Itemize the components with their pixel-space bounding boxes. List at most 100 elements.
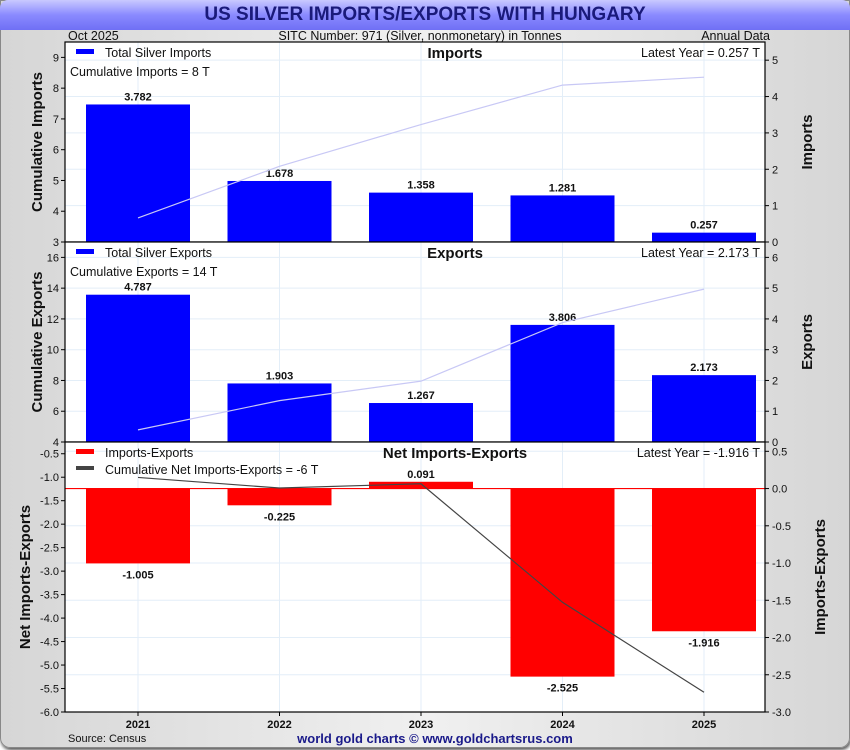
exports-right-tick-label: 1: [772, 406, 778, 418]
imports-left-tick-label: 4: [53, 206, 59, 218]
imports-latest-year-label: Latest Year = 0.257 T: [641, 46, 760, 60]
exports-left-tick-label: 4: [53, 437, 59, 449]
net-bar-2021: [86, 488, 190, 564]
net-left-tick-label: -2.5: [40, 543, 59, 555]
x-tick-label-2024: 2024: [550, 719, 575, 731]
exports-right-tick-label: 5: [772, 283, 778, 295]
imports-left-tick-label: 7: [53, 114, 59, 126]
net-legend-swatch-cumulative: [76, 466, 94, 470]
net-left-tick-label: -5.0: [40, 660, 59, 672]
exports-value-label-2025: 2.173: [690, 362, 718, 374]
net-legend-label: Imports-Exports: [105, 446, 193, 460]
imports-value-label-2025: 0.257: [690, 220, 718, 232]
imports-left-axis-label: Cumulative Imports: [29, 72, 46, 212]
imports-left-tick-label: 9: [53, 52, 59, 64]
net-value-label-2021: -1.005: [122, 569, 153, 581]
exports-right-tick-label: 4: [772, 314, 778, 326]
exports-left-axis-label: Cumulative Exports: [29, 272, 46, 413]
exports-left-tick-label: 12: [47, 314, 59, 326]
imports-left-tick-label: 3: [53, 237, 59, 249]
imports-value-label-2022: 1.678: [266, 168, 294, 180]
imports-right-tick-label: 3: [772, 128, 778, 140]
x-tick-label-2021: 2021: [126, 719, 150, 731]
exports-bar-2021: [86, 294, 190, 442]
imports-right-axis-label: Imports: [799, 114, 816, 169]
exports-left-tick-label: 14: [47, 283, 59, 295]
net-right-axis-label: Imports-Exports: [812, 519, 829, 635]
exports-bar-2024: [510, 324, 615, 442]
date-label: Oct 2025: [68, 29, 119, 43]
imports-left-tick-label: 5: [53, 175, 59, 187]
net-left-tick-label: -0.5: [40, 449, 59, 461]
net-left-axis-label: Net Imports-Exports: [17, 505, 34, 649]
imports-bar-2022: [227, 180, 332, 242]
imports-bar-2023: [369, 192, 473, 242]
exports-right-tick-label: 6: [772, 252, 778, 264]
net-value-label-2023: 0.091: [407, 469, 435, 481]
net-bar-2025: [652, 488, 756, 632]
exports-right-tick-label: 2: [772, 375, 778, 387]
source-label: Source: Census: [68, 733, 147, 745]
imports-value-label-2021: 3.782: [124, 91, 152, 103]
net-left-tick-label: -6.0: [40, 707, 59, 719]
chart-title: US SILVER IMPORTS/EXPORTS WITH HUNGARY: [204, 4, 646, 25]
imports-bar-2021: [86, 104, 190, 243]
net-left-tick-label: -5.5: [40, 684, 59, 696]
net-left-tick-label: -3.0: [40, 566, 59, 578]
net-right-tick-label: 0.5: [772, 446, 787, 458]
exports-left-tick-label: 10: [47, 345, 59, 357]
exports-bar-2022: [227, 383, 332, 442]
imports-bar-2025: [652, 232, 756, 242]
net-value-label-2024: -2.525: [547, 683, 578, 695]
exports-cumulative-label: Cumulative Exports = 14 T: [70, 265, 218, 279]
net-left-tick-label: -2.0: [40, 519, 59, 531]
exports-left-tick-label: 8: [53, 375, 59, 387]
exports-legend-swatch: [76, 249, 94, 254]
exports-legend-label: Total Silver Exports: [105, 246, 212, 260]
net-bar-2022: [227, 488, 332, 506]
exports-left-tick-label: 6: [53, 406, 59, 418]
net-right-tick-label: -1.0: [772, 558, 791, 570]
imports-value-label-2023: 1.358: [407, 180, 435, 192]
imports-cumulative-label: Cumulative Imports = 8 T: [70, 65, 210, 79]
x-tick-label-2022: 2022: [267, 719, 291, 731]
net-right-tick-label: -2.0: [772, 633, 791, 645]
exports-right-tick-label: 0: [772, 437, 778, 449]
exports-bar-2025: [652, 375, 756, 442]
net-bar-2024: [510, 488, 615, 677]
imports-legend-swatch: [76, 49, 94, 54]
net-left-tick-label: -4.0: [40, 613, 59, 625]
net-right-tick-label: -2.5: [772, 670, 791, 682]
net-latest-year-label: Latest Year = -1.916 T: [637, 446, 760, 460]
exports-left-tick-label: 16: [47, 252, 59, 264]
net-legend-swatch: [76, 449, 94, 454]
imports-panel-title: Imports: [427, 45, 482, 62]
imports-right-tick-label: 1: [772, 201, 778, 213]
exports-latest-year-label: Latest Year = 2.173 T: [641, 246, 760, 260]
sitc-label: SITC Number: 971 (Silver, nonmonetary) i…: [278, 29, 562, 43]
net-left-tick-label: -1.0: [40, 472, 59, 484]
net-cumulative-line: [137, 476, 705, 693]
net-left-tick-label: -4.5: [40, 637, 59, 649]
net-right-tick-label: -1.5: [772, 595, 791, 607]
imports-right-tick-label: 2: [772, 164, 778, 176]
imports-left-tick-label: 8: [53, 83, 59, 95]
imports-cumulative-line: [137, 76, 705, 219]
imports-legend-label: Total Silver Imports: [105, 46, 211, 60]
net-right-tick-label: -0.5: [772, 521, 791, 533]
exports-bar-2023: [369, 403, 473, 442]
net-right-tick-label: 0.0: [772, 484, 787, 496]
net-panel-title: Net Imports-Exports: [383, 445, 527, 462]
exports-right-tick-label: 3: [772, 345, 778, 357]
x-tick-label-2023: 2023: [409, 719, 433, 731]
imports-right-tick-label: 5: [772, 55, 778, 67]
frequency-label: Annual Data: [701, 29, 770, 43]
net-legend-label-cumulative: Cumulative Net Imports-Exports = -6 T: [105, 463, 319, 477]
net-value-label-2022: -0.225: [264, 511, 295, 523]
imports-value-label-2024: 1.281: [549, 182, 577, 194]
title-bar: [0, 0, 850, 30]
x-tick-label-2025: 2025: [692, 719, 716, 731]
imports-bar-2024: [510, 195, 615, 242]
imports-right-tick-label: 0: [772, 237, 778, 249]
